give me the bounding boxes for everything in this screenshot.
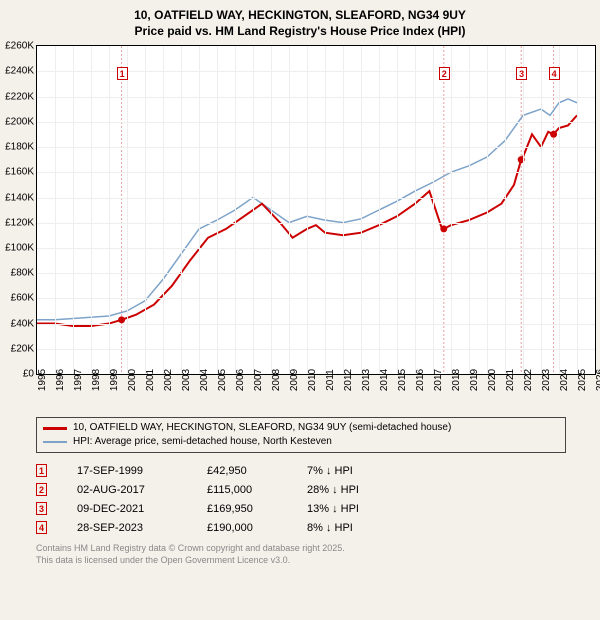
gridline-v: [415, 46, 416, 374]
sales-date: 02-AUG-2017: [77, 484, 177, 496]
gridline-v: [109, 46, 110, 374]
legend-swatch: [43, 441, 67, 443]
gridline-v: [181, 46, 182, 374]
gridline-v: [289, 46, 290, 374]
gridline-v: [559, 46, 560, 374]
gridline-v: [91, 46, 92, 374]
sales-price: £42,950: [207, 465, 277, 477]
sales-row: 3 09-DEC-2021 £169,950 13% ↓ HPI: [36, 499, 600, 518]
gridline-v: [523, 46, 524, 374]
chart-title: 10, OATFIELD WAY, HECKINGTON, SLEAFORD, …: [0, 8, 600, 39]
gridline-v: [541, 46, 542, 374]
title-line-2: Price paid vs. HM Land Registry's House …: [0, 24, 600, 40]
gridline-v: [343, 46, 344, 374]
gridline-v: [217, 46, 218, 374]
gridline-v: [145, 46, 146, 374]
sales-pct: 28% ↓ HPI: [307, 484, 387, 496]
legend-label: HPI: Average price, semi-detached house,…: [73, 435, 332, 449]
legend-swatch: [43, 427, 67, 430]
chart-container: 10, OATFIELD WAY, HECKINGTON, SLEAFORD, …: [0, 0, 600, 575]
gridline-h: [37, 172, 595, 173]
gridline-v: [361, 46, 362, 374]
sales-table: 1 17-SEP-1999 £42,950 7% ↓ HPI 2 02-AUG-2017 £…: [36, 461, 600, 537]
legend: 10, OATFIELD WAY, HECKINGTON, SLEAFORD, …: [36, 417, 566, 453]
sales-date: 09-DEC-2021: [77, 503, 177, 515]
sales-price: £115,000: [207, 484, 277, 496]
gridline-v: [253, 46, 254, 374]
sales-row: 2 02-AUG-2017 £115,000 28% ↓ HPI: [36, 480, 600, 499]
footer-line-1: Contains HM Land Registry data © Crown c…: [36, 543, 600, 555]
gridline-v: [163, 46, 164, 374]
footer-line-2: This data is licensed under the Open Gov…: [36, 555, 600, 567]
gridline-h: [37, 147, 595, 148]
x-axis-labels: 1995199619971998199920002001200220032004…: [37, 376, 595, 412]
y-tick-label: £220K: [5, 91, 34, 102]
y-axis-labels: £0£20K£40K£60K£80K£100K£120K£140K£160K£1…: [0, 46, 36, 374]
gridline-v: [325, 46, 326, 374]
sales-marker: 3: [36, 502, 47, 515]
gridline-h: [37, 122, 595, 123]
gridline-h: [37, 324, 595, 325]
gridline-v: [469, 46, 470, 374]
gridline-v: [271, 46, 272, 374]
y-tick-label: £20K: [11, 343, 34, 354]
y-tick-label: £0: [23, 369, 34, 380]
sales-row: 1 17-SEP-1999 £42,950 7% ↓ HPI: [36, 461, 600, 480]
sales-price: £190,000: [207, 522, 277, 534]
y-tick-label: £180K: [5, 142, 34, 153]
y-tick-label: £240K: [5, 66, 34, 77]
gridline-h: [37, 223, 595, 224]
chart-svg: [37, 46, 595, 374]
gridline-h: [37, 248, 595, 249]
gridline-v: [73, 46, 74, 374]
gridline-h: [37, 97, 595, 98]
gridline-v: [55, 46, 56, 374]
gridline-v: [199, 46, 200, 374]
sales-pct: 13% ↓ HPI: [307, 503, 387, 515]
sales-row: 4 28-SEP-2023 £190,000 8% ↓ HPI: [36, 518, 600, 537]
y-tick-label: £200K: [5, 116, 34, 127]
gridline-v: [397, 46, 398, 374]
y-tick-label: £260K: [5, 41, 34, 52]
sales-date: 17-SEP-1999: [77, 465, 177, 477]
y-tick-label: £120K: [5, 217, 34, 228]
chart-marker: 3: [516, 67, 527, 80]
gridline-v: [505, 46, 506, 374]
legend-label: 10, OATFIELD WAY, HECKINGTON, SLEAFORD, …: [73, 421, 451, 435]
sales-date: 28-SEP-2023: [77, 522, 177, 534]
chart-marker: 4: [549, 67, 560, 80]
x-tick-label: 2026: [595, 369, 600, 391]
y-tick-label: £60K: [11, 293, 34, 304]
title-line-1: 10, OATFIELD WAY, HECKINGTON, SLEAFORD, …: [0, 8, 600, 24]
legend-row: HPI: Average price, semi-detached house,…: [43, 435, 559, 449]
gridline-h: [37, 298, 595, 299]
chart-marker: 1: [117, 67, 128, 80]
sales-price: £169,950: [207, 503, 277, 515]
sales-marker: 2: [36, 483, 47, 496]
chart-marker: 2: [439, 67, 450, 80]
y-tick-label: £160K: [5, 167, 34, 178]
chart-plot-area: £0£20K£40K£60K£80K£100K£120K£140K£160K£1…: [36, 45, 596, 375]
gridline-v: [307, 46, 308, 374]
gridline-h: [37, 198, 595, 199]
gridline-h: [37, 273, 595, 274]
sales-pct: 8% ↓ HPI: [307, 522, 387, 534]
y-tick-label: £80K: [11, 268, 34, 279]
gridline-v: [487, 46, 488, 374]
sales-marker: 4: [36, 521, 47, 534]
y-tick-label: £100K: [5, 243, 34, 254]
gridline-h: [37, 349, 595, 350]
sales-pct: 7% ↓ HPI: [307, 465, 387, 477]
gridline-v: [451, 46, 452, 374]
sales-marker: 1: [36, 464, 47, 477]
footer-text: Contains HM Land Registry data © Crown c…: [36, 543, 600, 566]
gridline-v: [577, 46, 578, 374]
y-tick-label: £40K: [11, 318, 34, 329]
gridline-v: [379, 46, 380, 374]
gridline-v: [433, 46, 434, 374]
legend-row: 10, OATFIELD WAY, HECKINGTON, SLEAFORD, …: [43, 421, 559, 435]
gridline-v: [127, 46, 128, 374]
y-tick-label: £140K: [5, 192, 34, 203]
gridline-v: [235, 46, 236, 374]
